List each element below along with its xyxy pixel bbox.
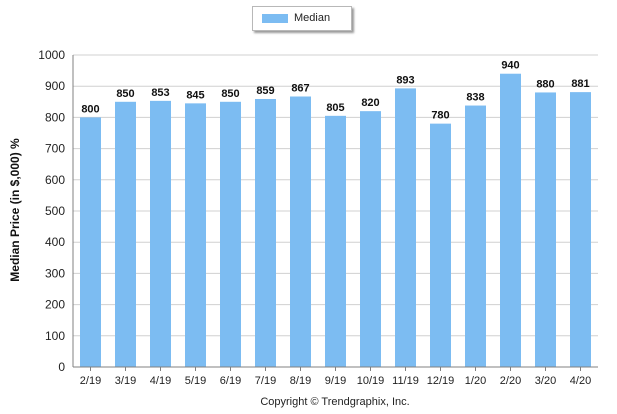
- x-tick-label: 6/19: [220, 375, 241, 387]
- x-tick-label: 4/20: [570, 375, 591, 387]
- x-tick-label: 1/20: [465, 375, 486, 387]
- bar: [465, 105, 486, 367]
- x-tick-label: 10/19: [357, 375, 385, 387]
- data-labels: 800 850 853 845 850 859 867 805 820 893 780 838 940 8…: [81, 60, 589, 122]
- legend: Median: [252, 6, 352, 31]
- y-tick-label: 900: [45, 79, 65, 93]
- y-axis-label: Median Price (in $,000) %: [8, 138, 22, 282]
- bar: [360, 111, 381, 367]
- y-tick-label: 600: [45, 173, 65, 187]
- bar: [150, 100, 171, 367]
- y-tick-labels: 0 100 200 300 400 500 600 700 800 900 1000: [38, 48, 65, 374]
- data-label: 853: [151, 87, 169, 99]
- x-tick-label: 2/20: [500, 375, 521, 387]
- x-tick-label: 3/19: [115, 375, 136, 387]
- y-tick-label: 500: [45, 204, 65, 218]
- bar: [80, 117, 101, 368]
- copyright-text: Copyright © Trendgraphix, Inc.: [260, 396, 410, 408]
- bar: [185, 103, 206, 368]
- x-tick-label: 2/19: [80, 375, 101, 387]
- bar: [395, 88, 416, 367]
- legend-label: Median: [294, 12, 331, 24]
- bars: [80, 73, 591, 368]
- data-label: 850: [116, 88, 134, 100]
- data-label: 880: [536, 78, 554, 90]
- y-tick-label: 200: [45, 298, 65, 312]
- y-tick-label: 300: [45, 266, 65, 280]
- data-label: 845: [186, 89, 204, 101]
- data-label: 850: [221, 88, 239, 100]
- bar: [220, 101, 241, 368]
- x-tick-label: 8/19: [290, 375, 311, 387]
- data-label: 805: [326, 102, 344, 114]
- legend-swatch: [262, 14, 288, 23]
- x-tick-label: 5/19: [185, 375, 206, 387]
- data-label: 881: [571, 78, 589, 90]
- bar: [115, 101, 136, 368]
- bar: [255, 98, 276, 367]
- data-label: 780: [431, 110, 449, 122]
- y-tick-label: 700: [45, 142, 65, 156]
- x-tick-label: 12/19: [427, 375, 455, 387]
- x-tick-label: 7/19: [255, 375, 276, 387]
- y-tick-label: 100: [45, 329, 65, 343]
- data-label: 859: [256, 85, 274, 97]
- x-tick-label: 3/20: [535, 375, 556, 387]
- y-tick-label: 800: [45, 110, 65, 124]
- bar: [290, 96, 311, 367]
- bar: [535, 92, 556, 367]
- bar: [570, 92, 591, 368]
- y-tick-label: 1000: [38, 48, 65, 62]
- x-tick-label: 11/19: [392, 375, 419, 387]
- bar: [500, 73, 521, 367]
- y-tick-label: 400: [45, 235, 65, 249]
- x-tick-label: 4/19: [150, 375, 171, 387]
- bar: [325, 115, 346, 367]
- bar: [430, 123, 451, 367]
- data-label: 820: [361, 97, 379, 109]
- axes: [72, 55, 598, 371]
- data-label: 893: [396, 74, 414, 86]
- data-label: 940: [501, 60, 519, 72]
- x-tick-labels: 2/19 3/19 4/19 5/19 6/19 7/19 8/19 9/19 10/19 11/…: [80, 375, 591, 387]
- data-label: 838: [466, 92, 484, 104]
- data-label: 867: [291, 82, 309, 94]
- y-tick-label: 0: [58, 360, 65, 374]
- x-tick-label: 9/19: [325, 375, 346, 387]
- data-label: 800: [81, 103, 99, 115]
